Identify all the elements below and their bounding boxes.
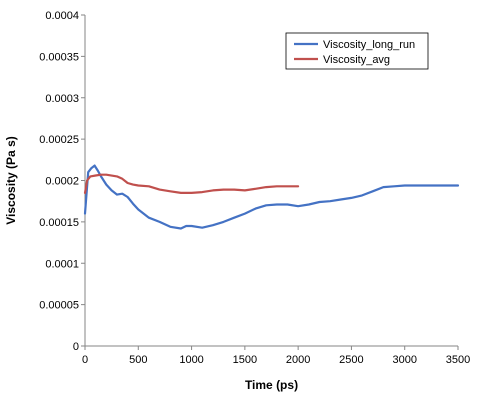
y-tick-label: 0.00005 [39,300,79,312]
y-axis-title: Viscosity (Pa s) [4,136,18,225]
legend-label: Viscosity_long_run [323,39,415,51]
x-tick-label: 0 [82,354,88,366]
series-layer [83,164,460,230]
series-line-2 [83,173,300,194]
y-tick-label: 0.0004 [45,10,79,22]
x-tick-label: 2000 [286,354,310,366]
legend-label: Viscosity_avg [323,54,390,66]
x-tick-label: 1000 [179,354,203,366]
y-tick-label: 0.0003 [45,93,79,105]
y-tick-label: 0.00035 [39,51,79,63]
axes: 0 0.00005 0.0001 0.00015 0.0002 0.00025 0.0003… [39,10,470,366]
x-tick-label: 2500 [339,354,363,366]
x-axis-title: Time (ps) [245,378,298,392]
x-tick-label: 1500 [233,354,257,366]
series-line-1 [83,164,460,230]
y-tick-label: 0.0002 [45,176,79,188]
y-tick-label: 0.00015 [39,217,79,229]
y-tick-label: 0 [73,341,79,353]
legend: Viscosity_long_run Viscosity_avg [285,32,429,70]
y-tick-label: 0.0001 [45,258,79,270]
x-tick-label: 500 [129,354,147,366]
x-tick-label: 3500 [446,354,470,366]
legend-box [285,32,429,70]
x-tick-label: 3000 [392,354,416,366]
y-tick-label: 0.00025 [39,134,79,146]
